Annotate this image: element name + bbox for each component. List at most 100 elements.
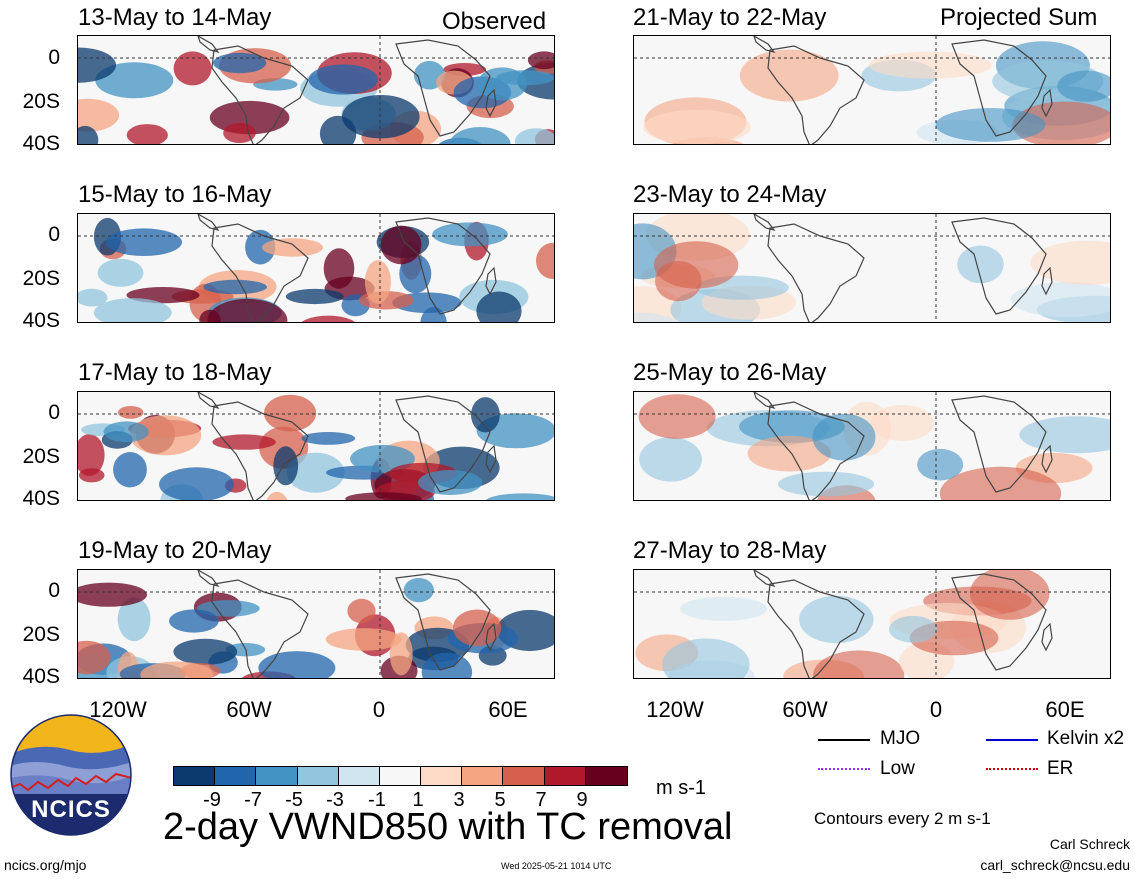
colorbar-swatch [215, 767, 257, 785]
coastline [951, 395, 1047, 493]
coastline [951, 217, 1047, 315]
colorbar-label: -1 [368, 789, 386, 811]
map-field [634, 392, 1110, 500]
logo-text: NCICS [31, 796, 111, 823]
y-tick-label: 20S [22, 445, 60, 468]
anomaly-blob [117, 597, 151, 642]
main-title: 2-day VWND850 with TC removal [163, 806, 733, 848]
coastline [1041, 266, 1053, 296]
anomaly-blob [258, 651, 336, 678]
projected-panel-1-title: 21-May to 22-May [633, 4, 827, 31]
x-tick-label: 60W [782, 697, 828, 722]
colorbar-label: -3 [326, 789, 344, 811]
map-field [78, 36, 554, 144]
coastline [197, 214, 220, 231]
legend-label-mjo: MJO [880, 728, 921, 749]
anomaly-blob [889, 615, 938, 643]
anomaly-blob [1010, 282, 1110, 318]
coastline [753, 392, 776, 409]
anomaly-blob [1019, 416, 1110, 454]
legend-label-kelvin: Kelvin x2 [1047, 728, 1125, 749]
legend-label-er: ER [1047, 758, 1074, 779]
anomaly-blob [245, 229, 276, 265]
x-tick-label: 0 [372, 697, 386, 722]
anomaly-blob [78, 582, 147, 607]
anomaly-blob [273, 446, 299, 486]
colorbar-swatch [256, 767, 298, 785]
anomaly-blob [485, 493, 554, 500]
coastline [485, 88, 497, 118]
contours-note: Contours every 2 m s-1 [814, 809, 991, 828]
y-tick-label: 0 [48, 223, 60, 246]
anomaly-blob [95, 62, 174, 99]
coastline [951, 573, 1047, 671]
anomaly-blob [812, 413, 876, 461]
colorbar [173, 766, 628, 786]
colorbar-swatch [544, 767, 586, 785]
colorbar-swatch [338, 767, 380, 785]
colorbar-swatch [297, 767, 339, 785]
colorbar-label: 9 [576, 789, 588, 811]
projected-map-panel-4 [633, 569, 1111, 679]
coastline [211, 45, 309, 144]
coastline [1041, 88, 1053, 118]
observed-map-panel-1 [77, 35, 555, 145]
projected-panel-4-title: 27-May to 28-May [633, 537, 827, 564]
coastline [197, 570, 220, 587]
coastline [395, 217, 491, 315]
anomaly-blob [739, 49, 839, 102]
anomaly-blob [653, 241, 739, 289]
colorbar-swatch [462, 767, 504, 785]
anomaly-blob [323, 248, 355, 289]
anomaly-blob [917, 448, 964, 481]
coastline [485, 266, 497, 296]
anomaly-blob [813, 650, 905, 678]
colorbar-swatch [379, 767, 422, 785]
colorbar-label: -7 [244, 789, 262, 811]
anomaly-blob [939, 466, 1062, 500]
y-tick-label: 40S [22, 132, 60, 155]
anomaly-blob [799, 595, 874, 644]
anomaly-blob [420, 306, 447, 322]
footer-author: Carl Schreck [1049, 836, 1130, 852]
colorbar-label: -5 [285, 789, 303, 811]
colorbar-label: 3 [453, 789, 465, 811]
anomaly-blob [266, 491, 288, 500]
observed-map-panel-2 [77, 213, 555, 323]
x-tick-label: 120W [646, 697, 704, 722]
anomaly-blob [476, 291, 522, 322]
projected-map-panel-1 [633, 35, 1111, 145]
anomaly-blob [969, 570, 1050, 620]
colorbar-units: m s-1 [656, 777, 706, 799]
anomaly-blob [643, 109, 751, 144]
y-tick-label: 0 [48, 401, 60, 424]
anomaly-blob [78, 288, 108, 307]
anomaly-blob [117, 406, 144, 419]
y-tick-label: 20S [22, 90, 60, 113]
colorbar-label: 7 [535, 789, 547, 811]
coastline [395, 573, 491, 671]
anomaly-blob [432, 222, 508, 247]
legend-swatch-kelvin [986, 739, 1038, 741]
anomaly-blob [78, 640, 111, 675]
anomaly-blob [935, 108, 1046, 142]
anomaly-blob [449, 127, 511, 144]
coastline [197, 36, 220, 53]
anomaly-blob [389, 632, 413, 676]
y-tick-label: 40S [22, 309, 60, 332]
legend-swatch-er [986, 768, 1038, 772]
anomaly-blob [97, 258, 144, 287]
anomaly-blob [105, 228, 182, 256]
projected-panel-3-title: 25-May to 26-May [633, 359, 827, 386]
anomaly-blob [957, 245, 1004, 284]
anomaly-blob [418, 470, 483, 495]
anomaly-blob [129, 415, 202, 456]
anomaly-blob [169, 609, 219, 633]
colorbar-label: -9 [203, 789, 221, 811]
anomaly-blob [78, 468, 105, 483]
anomaly-blob [421, 652, 473, 678]
colorbar-swatch [585, 767, 627, 785]
anomaly-blob [662, 638, 750, 678]
anomaly-blob [301, 315, 356, 322]
y-tick-label: 20S [22, 623, 60, 646]
